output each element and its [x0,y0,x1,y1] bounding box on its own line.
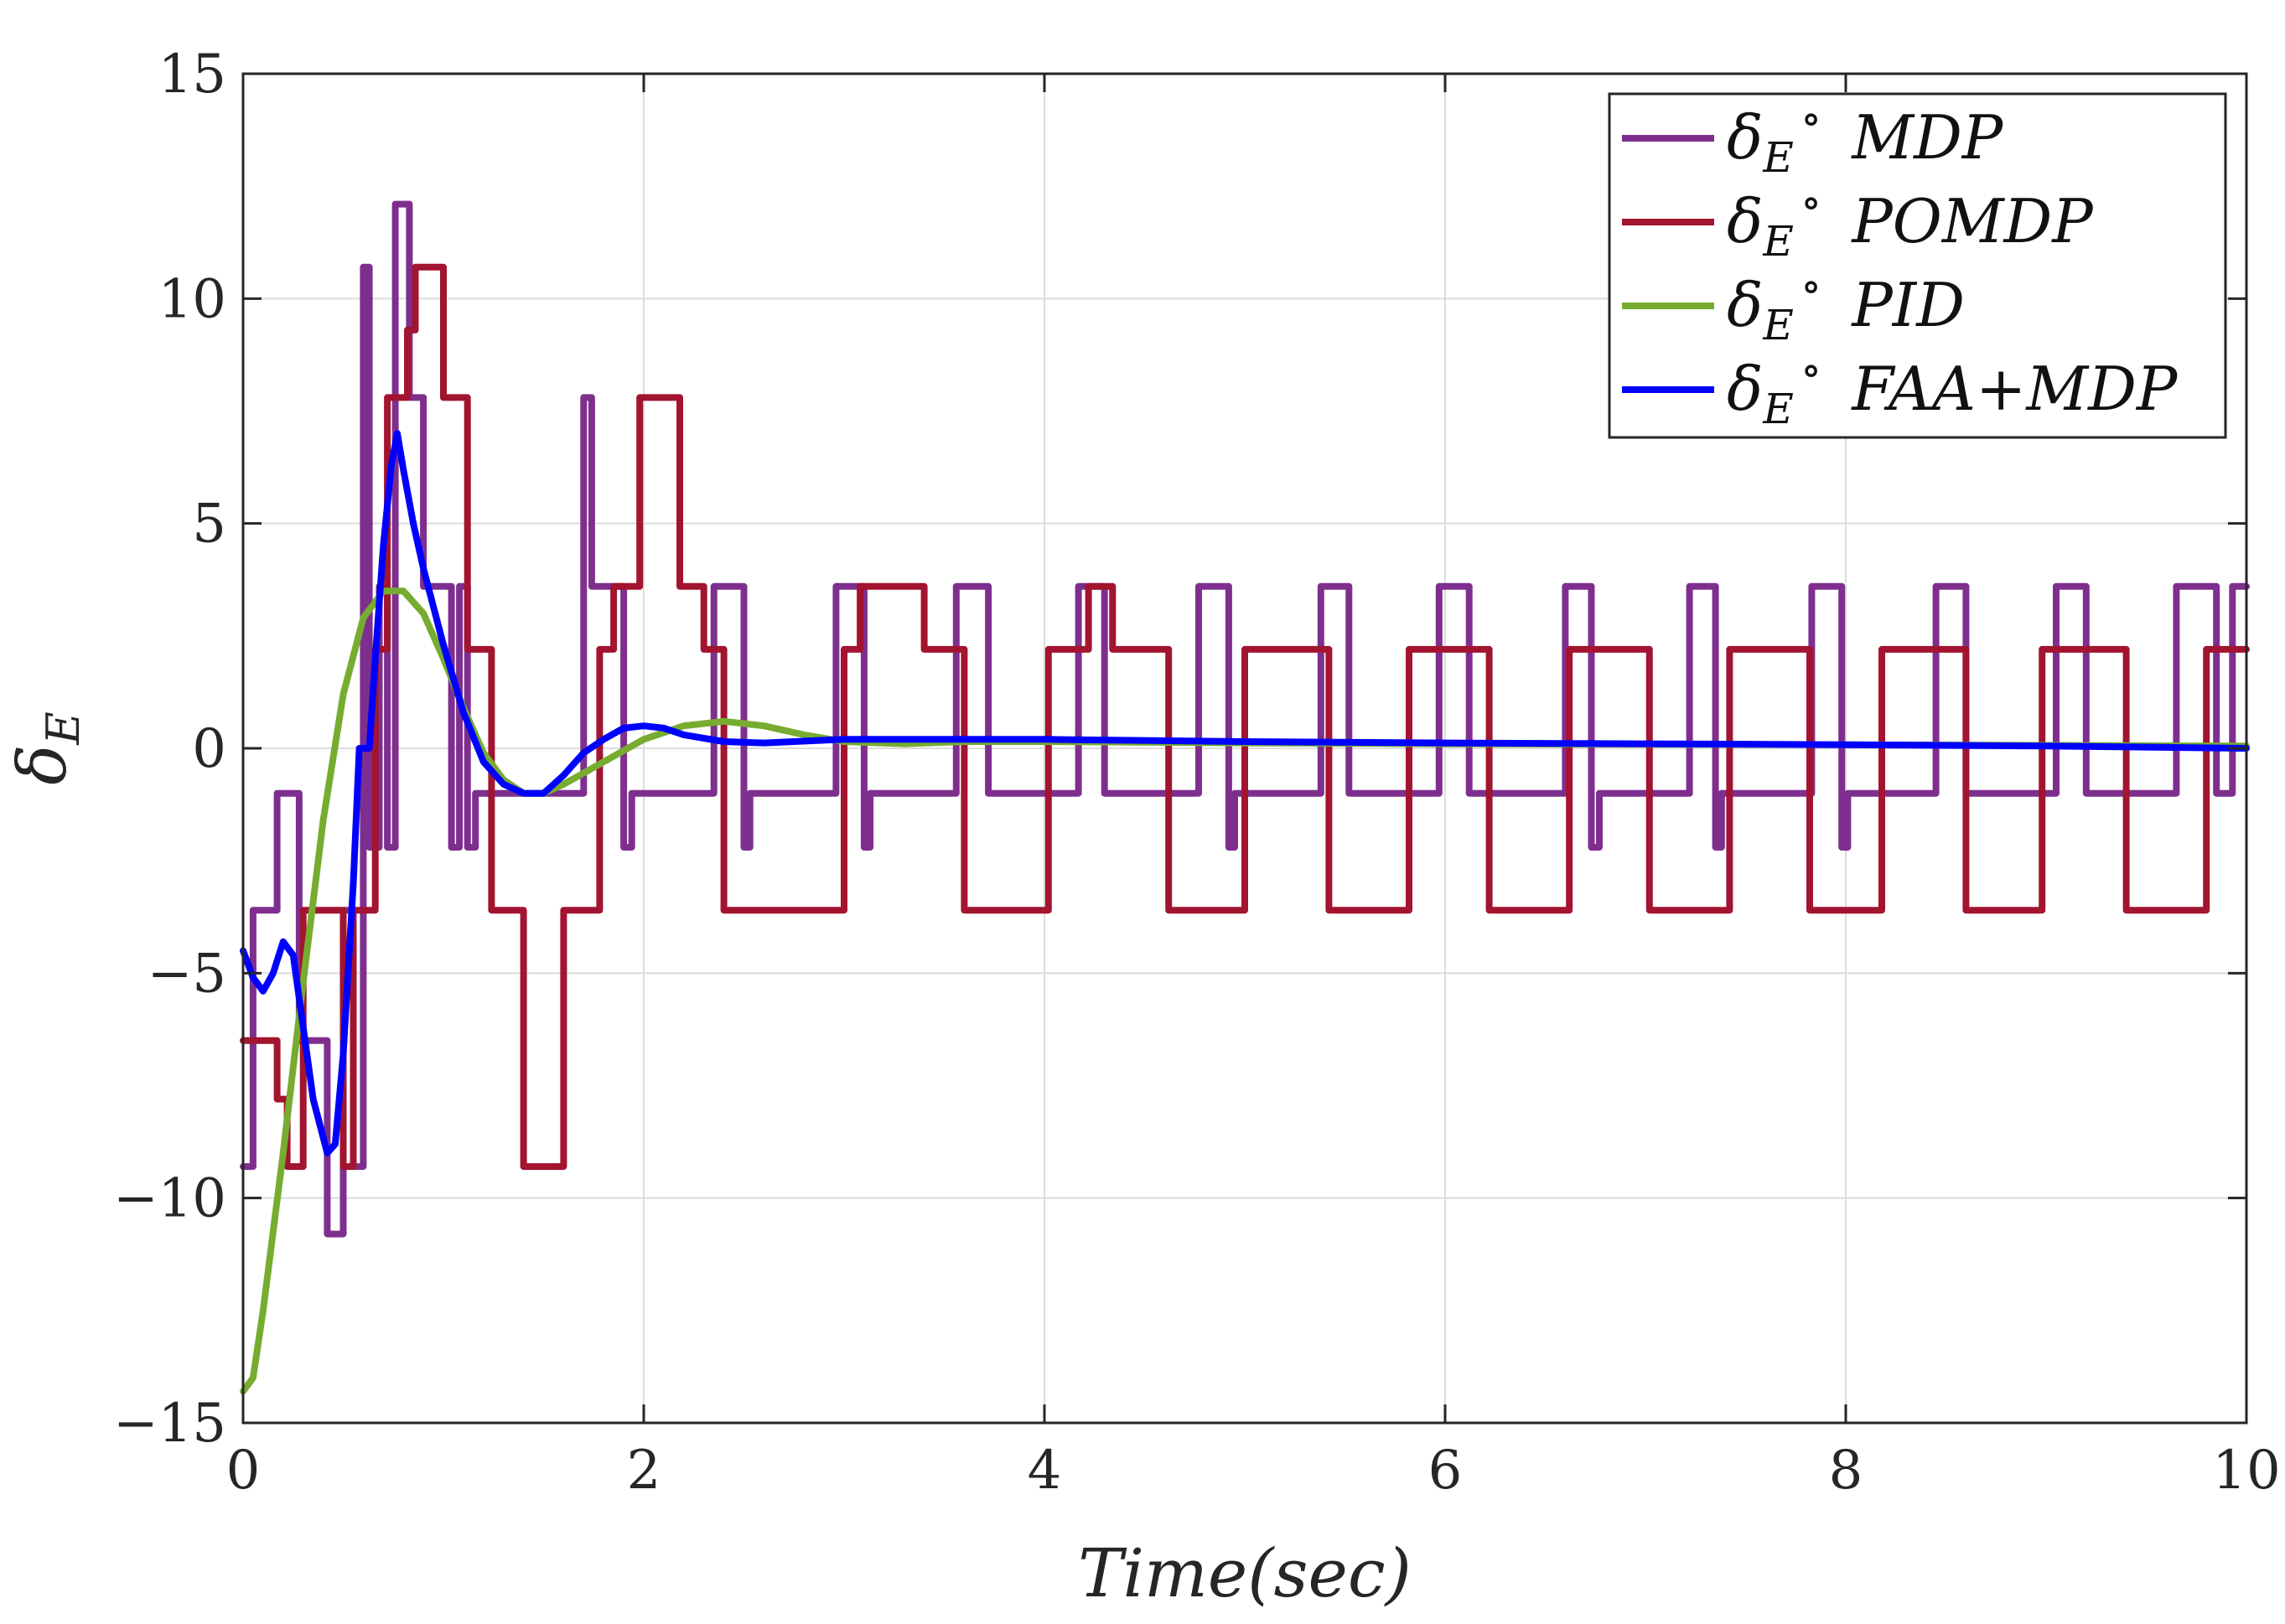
x-tick-label: 10 [2212,1440,2280,1502]
y-tick-label: 5 [192,494,226,556]
y-tick-label: 0 [192,718,226,780]
x-tick-label: 8 [1829,1440,1863,1502]
x-tick-label: 4 [1028,1440,1062,1502]
y-tick-label: 15 [158,44,226,106]
y-tick-label: −10 [113,1168,226,1230]
legend-box [1608,92,2227,439]
legend-label: δE∘ PID [1727,261,1965,349]
y-tick-label: −15 [113,1393,226,1455]
y-axis-title: δE [3,711,90,785]
legend-label: δE∘ POMDP [1727,178,2094,266]
series-line-pomdp [240,263,2250,1171]
x-axis-title: Time(sec) [1078,1534,1412,1612]
y-tick-label: 10 [158,268,226,330]
x-tick-label: 6 [1428,1440,1463,1502]
ticks-group: 0 2 4 6 8 10 −15 −10 −5 0 5 10 15 [113,44,2281,1502]
y-tick-label: −5 [148,943,226,1005]
series-line-faa-mdp [240,430,2250,1156]
legend-label: δE∘ FAA+MDP [1727,345,2179,433]
x-tick-label: 2 [627,1440,661,1502]
series-group [240,200,2250,1395]
legend-label: δE∘ MDP [1727,94,2004,182]
x-tick-label: 0 [226,1440,261,1502]
